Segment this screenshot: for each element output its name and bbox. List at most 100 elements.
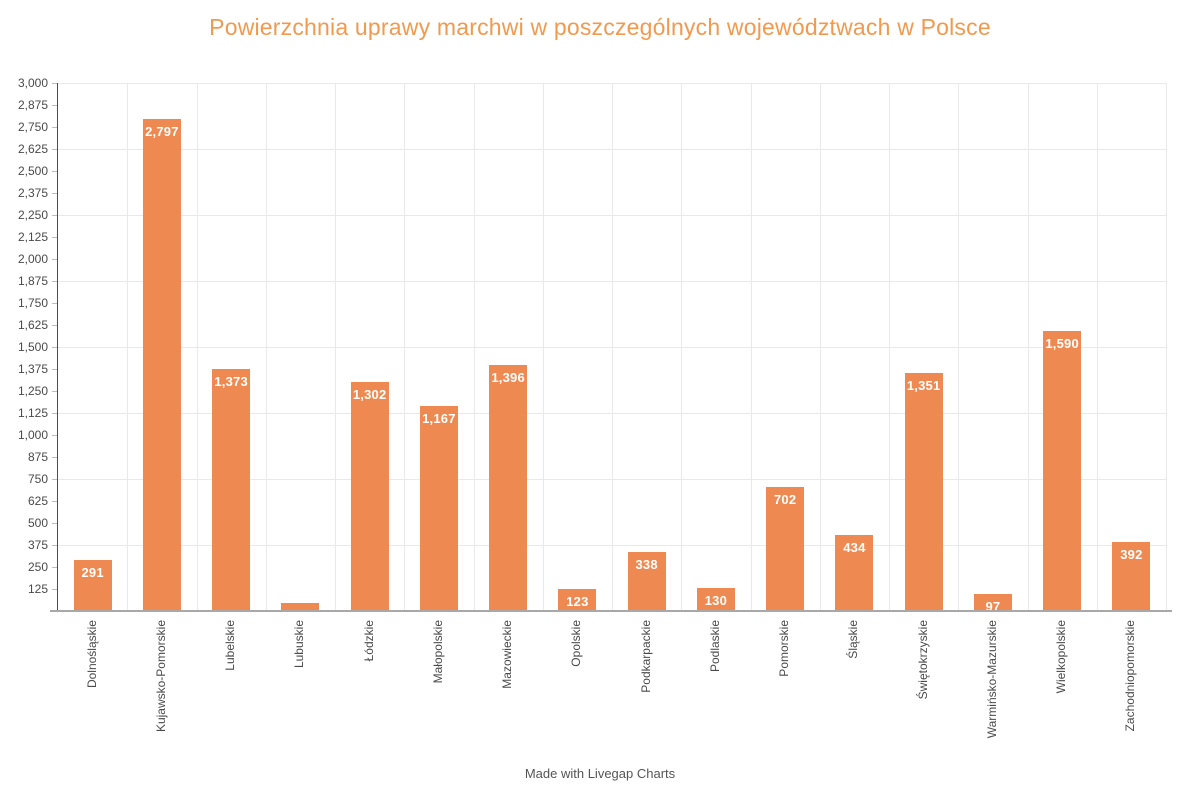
bar: 291 xyxy=(73,559,112,611)
bar: 44 xyxy=(281,603,320,611)
gridline-vertical xyxy=(543,83,544,611)
y-tick-label: 1,875 xyxy=(17,274,48,288)
x-category-label: Opolskie xyxy=(569,620,584,667)
bar-value-label: 44 xyxy=(281,608,319,611)
gridline-vertical xyxy=(1097,83,1098,611)
y-tick-mark xyxy=(52,391,57,392)
bar: 123 xyxy=(558,589,597,611)
y-tick-label: 1,375 xyxy=(17,362,48,376)
y-tick-label: 2,375 xyxy=(17,186,48,200)
x-category-label: Świętokrzyskie xyxy=(915,620,930,700)
x-category-label: Podkarpackie xyxy=(638,620,653,693)
y-tick-mark xyxy=(52,105,57,106)
gridline-vertical xyxy=(1028,83,1029,611)
y-tick-mark xyxy=(52,501,57,502)
x-axis-line xyxy=(50,610,1172,612)
bar: 702 xyxy=(766,487,805,611)
y-tick-label: 1,250 xyxy=(17,384,48,398)
x-category-label: Zachodniopomorskie xyxy=(1123,620,1138,732)
bar: 2,797 xyxy=(142,118,181,611)
y-tick-mark xyxy=(52,589,57,590)
bar-value-label: 2,797 xyxy=(145,123,179,139)
y-tick-label: 2,000 xyxy=(17,252,48,266)
y-tick-label: 250 xyxy=(27,560,48,574)
x-category-label: Podlaskie xyxy=(707,620,722,673)
bar-value-label: 1,590 xyxy=(1045,336,1079,352)
bar: 97 xyxy=(973,593,1012,611)
plot-area: 291 2,797 1,373 44 1,302 1,167 1,396 123 338 130 7… xyxy=(57,83,1167,611)
bar: 1,373 xyxy=(212,369,251,611)
x-category-label: Małopolskie xyxy=(430,620,445,684)
y-tick-label: 500 xyxy=(27,516,48,530)
y-tick-label: 1,500 xyxy=(17,340,48,354)
gridline-vertical xyxy=(751,83,752,611)
x-category-label: Warmińsko-Mazurskie xyxy=(984,620,999,739)
y-tick-mark xyxy=(52,457,57,458)
y-tick-label: 1,750 xyxy=(17,296,48,310)
bar-value-label: 702 xyxy=(773,492,797,508)
bar: 1,351 xyxy=(904,373,943,611)
gridline-vertical xyxy=(681,83,682,611)
bar-value-label: 434 xyxy=(843,539,866,555)
y-tick-mark xyxy=(52,523,57,524)
bar-value-label: 338 xyxy=(635,556,658,572)
x-category-label: Lubelskie xyxy=(223,620,238,671)
y-tick-label: 1,125 xyxy=(17,406,48,420)
bar: 434 xyxy=(835,534,874,611)
y-tick-label: 2,625 xyxy=(17,142,48,156)
y-tick-mark xyxy=(52,215,57,216)
x-category-label: Mazowieckie xyxy=(500,620,515,689)
gridline-vertical xyxy=(820,83,821,611)
gridline-vertical xyxy=(474,83,475,611)
y-tick-mark xyxy=(52,127,57,128)
bar-value-label: 130 xyxy=(704,593,728,609)
bar: 1,396 xyxy=(489,365,528,611)
bar-value-label: 1,396 xyxy=(491,370,525,386)
gridline-vertical xyxy=(266,83,267,611)
bar: 1,590 xyxy=(1043,331,1082,611)
y-tick-label: 3,000 xyxy=(17,76,48,90)
gridline-vertical xyxy=(612,83,613,611)
y-tick-mark xyxy=(52,479,57,480)
y-tick-label: 875 xyxy=(27,450,48,464)
gridline-vertical xyxy=(127,83,128,611)
gridline-vertical xyxy=(404,83,405,611)
chart-title: Powierzchnia uprawy marchwi w poszczegól… xyxy=(209,14,991,40)
x-category-label: Śląskie xyxy=(846,620,861,659)
bar-value-label: 1,373 xyxy=(214,374,248,390)
y-tick-mark xyxy=(52,171,57,172)
bar: 338 xyxy=(627,551,666,611)
bar-value-label: 123 xyxy=(566,594,589,610)
x-category-label: Dolnośląskie xyxy=(84,620,99,689)
bar-value-label: 97 xyxy=(985,598,1001,611)
y-tick-label: 2,875 xyxy=(17,98,48,112)
x-category-label: Łódzkie xyxy=(361,620,376,662)
gridline-vertical xyxy=(197,83,198,611)
y-tick-label: 2,250 xyxy=(17,208,48,222)
y-tick-label: 1,000 xyxy=(17,428,48,442)
x-category-label: Lubuskie xyxy=(292,620,307,669)
y-tick-mark xyxy=(52,369,57,370)
y-tick-mark xyxy=(52,413,57,414)
gridline-vertical xyxy=(335,83,336,611)
y-tick-label: 2,125 xyxy=(17,230,48,244)
y-tick-mark xyxy=(52,259,57,260)
x-category-label: Pomorskie xyxy=(777,620,792,677)
gridline-vertical xyxy=(958,83,959,611)
y-tick-mark xyxy=(52,149,57,150)
bar: 1,167 xyxy=(419,405,458,611)
y-tick-mark xyxy=(52,281,57,282)
bar: 392 xyxy=(1112,542,1151,611)
y-tick-mark xyxy=(52,83,57,84)
y-tick-label: 2,500 xyxy=(17,164,48,178)
y-tick-label: 2,750 xyxy=(17,120,48,134)
y-tick-mark xyxy=(52,237,57,238)
bar-value-label: 1,302 xyxy=(352,386,387,402)
y-tick-mark xyxy=(52,193,57,194)
y-tick-label: 1,625 xyxy=(17,318,48,332)
y-tick-label: 750 xyxy=(27,472,48,486)
bar-value-label: 1,351 xyxy=(906,378,941,394)
bar: 1,302 xyxy=(350,381,389,611)
x-category-label: Kujawsko-Pomorskie xyxy=(153,620,168,733)
